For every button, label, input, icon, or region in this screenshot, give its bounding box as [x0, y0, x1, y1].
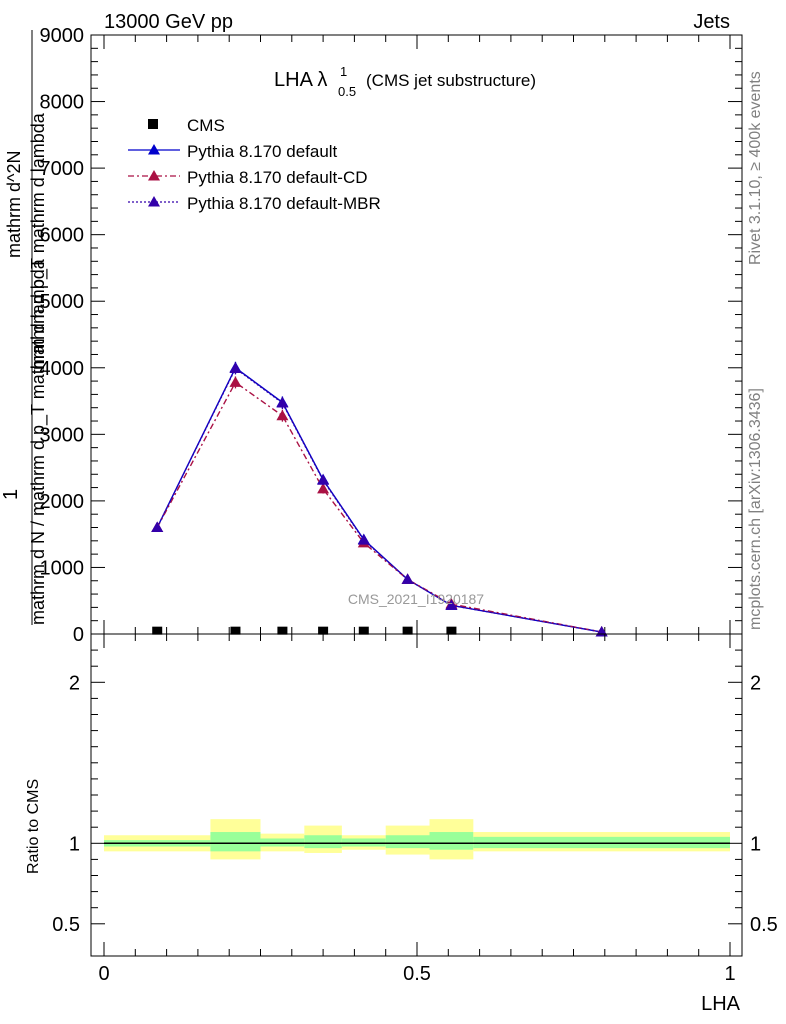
- ylabel-denominator: mathrm d N / mathrm d p_T mathrm d lambd…: [28, 258, 49, 625]
- ratio-xtick-label-2: 1: [724, 963, 735, 985]
- legend-label-3: Pythia 8.170 default-MBR: [187, 194, 381, 213]
- legend-marker-3: [148, 196, 160, 207]
- series-2-point-2: [276, 409, 289, 421]
- main-ytick-label-8: 8000: [40, 92, 85, 114]
- header-left: 13000 GeV pp: [104, 11, 233, 33]
- series-3-point-1: [229, 362, 242, 373]
- legend-marker-2: [148, 170, 160, 181]
- rivet-label: Rivet 3.1.10, ≥ 400k events: [747, 71, 764, 265]
- series-line-2: [156, 381, 602, 633]
- ratio-xtick-label-1: 0.5: [403, 963, 431, 985]
- series-3-point-4: [357, 534, 370, 545]
- ratio-band-inner-6: [429, 832, 474, 850]
- main-ytick-label-2: 2000: [40, 491, 85, 513]
- title-sup: 1: [340, 64, 347, 79]
- ratio-frame: [90, 633, 743, 957]
- plot-title: LHA λ 1 0.5 (CMS jet substructure): [274, 64, 536, 99]
- main-ytick-label-1: 1000: [40, 557, 85, 579]
- ratio-xtick-label-0: 0: [98, 963, 109, 985]
- series-3-point-0: [151, 521, 164, 533]
- x-axis-label: LHA: [701, 993, 741, 1015]
- series-2-point-1: [229, 376, 242, 387]
- legend: CMS Pythia 8.170 default Pythia 8.170 defa…: [128, 116, 381, 213]
- main-ytick-label-7: 7000: [40, 158, 85, 180]
- ylabel-one: 1: [0, 489, 22, 500]
- series-2-point-3: [317, 482, 330, 494]
- main-ytick-label-4: 4000: [40, 358, 85, 380]
- cms-point-5: [402, 626, 413, 635]
- legend-label-2: Pythia 8.170 default-CD: [187, 168, 368, 187]
- title-sub: 0.5: [338, 84, 356, 99]
- cms-point-4: [358, 626, 369, 635]
- legend-marker-0: [148, 119, 158, 129]
- main-ytick-label-3: 3000: [40, 424, 85, 446]
- series-3-point-3: [317, 474, 330, 485]
- legend-marker-1: [148, 144, 160, 155]
- main-ytick-label-0: 0: [73, 624, 84, 646]
- header-right: Jets: [693, 11, 730, 33]
- series-3-point-2: [276, 397, 289, 408]
- ratio-panel: 0 0.5 1 0.5 0.5 1 1 2 2: [52, 633, 778, 985]
- y-axis-label-main: 1 mathrm d N / mathrm d p_T mathrm d lam…: [0, 30, 49, 625]
- ratio-ytick-label-right-2: 2: [750, 672, 761, 694]
- series-3-point-5: [401, 573, 414, 584]
- ratio-band-inner-1: [210, 832, 261, 852]
- series-line-3: [156, 367, 602, 633]
- ylabel-numerator-part-2: mathrm d p_T mathrm d lambda: [28, 112, 49, 370]
- cms-point-3: [318, 626, 329, 635]
- ylabel-numerator-part-1: mathrm d^2N: [4, 151, 24, 258]
- title-note: (CMS jet substructure): [366, 71, 536, 90]
- ratio-band-inner-7: [473, 836, 730, 849]
- ratio-ytick-label-left-2: 2: [69, 672, 80, 694]
- cms-point-2: [277, 626, 288, 635]
- legend-label-1: Pythia 8.170 default: [187, 142, 338, 161]
- ratio-band-inner-5: [385, 835, 430, 849]
- ratio-ytick-label-right-1: 1: [750, 833, 761, 855]
- mcplots-label: mcplots.cern.ch [arXiv:1306.3436]: [747, 388, 764, 630]
- cms-point-1: [230, 626, 241, 635]
- main-ytick-label-5: 5000: [40, 291, 85, 313]
- svg-text:LHA λ: LHA λ: [274, 69, 327, 91]
- ratio-ytick-label-right-0: 0.5: [750, 914, 778, 936]
- title-main: LHA λ: [274, 69, 327, 91]
- legend-label-0: CMS: [187, 116, 225, 135]
- y-axis-label-ratio: Ratio to CMS: [25, 779, 42, 874]
- main-panel: 0 1000 2000 3000 4000 5000 6000 7000 8000 9000: [40, 25, 743, 646]
- ratio-ytick-label-left-1: 1: [69, 833, 80, 855]
- series-3-point-6: [445, 599, 458, 610]
- watermark: CMS_2021_I1920187: [348, 591, 484, 607]
- ratio-band-inner-2: [260, 838, 305, 847]
- cms-point-6: [446, 626, 457, 635]
- ratio-band-inner-4: [341, 838, 386, 847]
- main-ytick-label-6: 6000: [40, 225, 85, 247]
- cms-point-0: [152, 626, 163, 635]
- main-ytick-label-9: 9000: [40, 25, 85, 47]
- ratio-band-inner-3: [304, 835, 342, 849]
- ratio-ytick-label-left-0: 0.5: [52, 914, 80, 936]
